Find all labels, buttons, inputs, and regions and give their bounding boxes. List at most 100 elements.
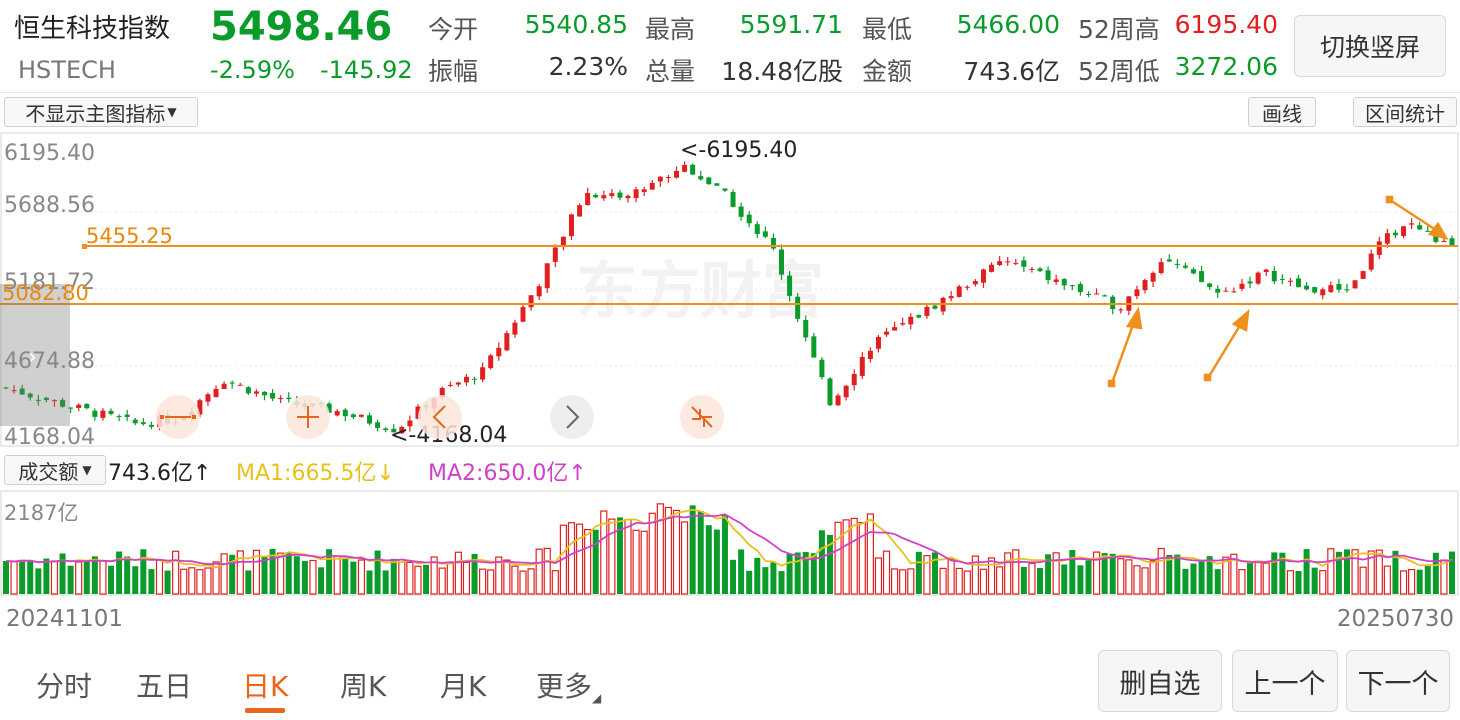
volume-bar — [59, 553, 66, 594]
volume-indicator-select[interactable]: 成交额 ▼ — [4, 455, 106, 485]
volume-bar — [616, 517, 623, 594]
volume-bar — [1367, 550, 1375, 595]
candle-body — [827, 378, 833, 406]
left-drag-handle[interactable] — [0, 284, 70, 426]
volume-bar — [1085, 560, 1092, 594]
candle-body — [1061, 279, 1067, 286]
previous-button[interactable]: 上一个 — [1232, 650, 1338, 712]
volume-bar — [1424, 564, 1431, 594]
volume-bar — [269, 549, 276, 594]
volume-bar — [746, 570, 753, 594]
candle-body — [1045, 270, 1051, 280]
candle-body — [1110, 296, 1116, 310]
candle-body — [892, 327, 898, 331]
volume-bar — [802, 552, 809, 594]
candle-body — [585, 192, 591, 206]
next-button[interactable]: 下一个 — [1346, 650, 1450, 712]
volume-bar — [108, 565, 115, 594]
candle-body — [286, 397, 292, 400]
candle-body — [746, 214, 752, 224]
volume-ma1: MA1:665.5亿↓ — [236, 461, 395, 486]
candle-body — [1344, 289, 1350, 291]
volume-bar — [947, 558, 955, 595]
volume-bar — [866, 513, 874, 595]
candle-body — [1134, 289, 1140, 297]
candle-body — [407, 420, 413, 427]
scroll-right-button[interactable] — [550, 395, 594, 439]
w52-low-value: 3272.06 — [1174, 52, 1278, 81]
candle-body — [27, 393, 33, 398]
volume-bar — [1214, 569, 1221, 594]
volume-bar — [1117, 558, 1125, 595]
tab-daily-k[interactable]: 日K — [242, 670, 289, 703]
candle-body — [334, 411, 340, 416]
volume-bar — [705, 525, 712, 594]
volume-bar — [697, 511, 704, 594]
volume-bar — [907, 568, 915, 595]
tab-monthly-k[interactable]: 月K — [440, 670, 487, 703]
remove-watchlist-button[interactable]: 删自选 — [1098, 650, 1222, 712]
hline-upper-handle[interactable] — [82, 244, 87, 249]
tab-five-day[interactable]: 五日 — [136, 670, 193, 703]
candle-body — [1102, 295, 1108, 297]
volume-bar — [172, 550, 180, 595]
candle-body — [787, 275, 793, 296]
volume-bar — [124, 556, 131, 594]
volume-bar — [1432, 552, 1439, 594]
candle-body — [884, 331, 890, 335]
volume-bar — [285, 552, 292, 594]
volume-bar — [818, 530, 825, 594]
volume-bar — [1262, 562, 1270, 595]
volume-bar — [1004, 552, 1012, 595]
volume-bar — [91, 556, 98, 594]
volume-value: 18.48亿股 — [721, 57, 843, 86]
candle-body — [92, 410, 98, 417]
candle-body — [964, 286, 970, 288]
candle-body — [439, 388, 445, 398]
volume-bar — [3, 561, 9, 594]
volume-bar — [608, 518, 616, 595]
volume-bar — [1335, 551, 1342, 594]
candle-body — [245, 387, 251, 394]
collapse-icon[interactable] — [680, 395, 724, 439]
volume-bar — [1416, 569, 1423, 594]
candle-body — [520, 307, 526, 322]
candle-body — [560, 236, 566, 247]
candle-body — [649, 182, 655, 190]
candle-body — [1296, 278, 1302, 288]
candle-body — [795, 296, 801, 319]
candle-body — [762, 231, 768, 237]
zoom-in-button[interactable] — [156, 395, 200, 439]
kline-chart[interactable]: 东方财富 5455.25 › 6195.40 5688.56 5181.72 4… — [0, 132, 1460, 448]
volume-bar — [220, 553, 228, 595]
volume-bar — [1198, 561, 1205, 594]
candle-body — [1199, 271, 1205, 283]
volume-bar — [1408, 568, 1416, 595]
volume-bar — [915, 551, 922, 594]
dropdown-arrow-icon: ▼ — [167, 105, 177, 119]
tab-weekly-k[interactable]: 周K — [340, 670, 387, 703]
volume-chart[interactable]: 2187亿 — [0, 490, 1460, 598]
crosshair-button[interactable] — [286, 395, 330, 439]
candle-body — [609, 193, 615, 196]
volume-bar — [1295, 571, 1302, 594]
candle-body — [1320, 289, 1326, 296]
candle-body — [1118, 309, 1124, 311]
switch-portrait-button[interactable]: 切换竖屏 — [1294, 15, 1446, 77]
candle-body — [3, 387, 9, 389]
tab-intraday[interactable]: 分时 — [36, 670, 93, 703]
volume-bar — [229, 554, 236, 594]
candle-body — [859, 356, 865, 376]
draw-line-button[interactable]: 画线 — [1248, 97, 1316, 127]
volume-bar — [1157, 547, 1165, 595]
candle-body — [641, 189, 647, 193]
volume-bar — [1028, 562, 1036, 595]
candle-body — [512, 322, 518, 335]
volume-bar — [648, 512, 656, 595]
candle-body — [1376, 241, 1382, 255]
scroll-left-button[interactable] — [418, 395, 462, 439]
tab-more[interactable]: 更多◢ — [536, 665, 601, 705]
range-stats-button[interactable]: 区间统计 — [1353, 97, 1457, 127]
candle-body — [1158, 262, 1164, 274]
indicator-select[interactable]: 不显示主图指标 ▼ — [4, 97, 198, 127]
